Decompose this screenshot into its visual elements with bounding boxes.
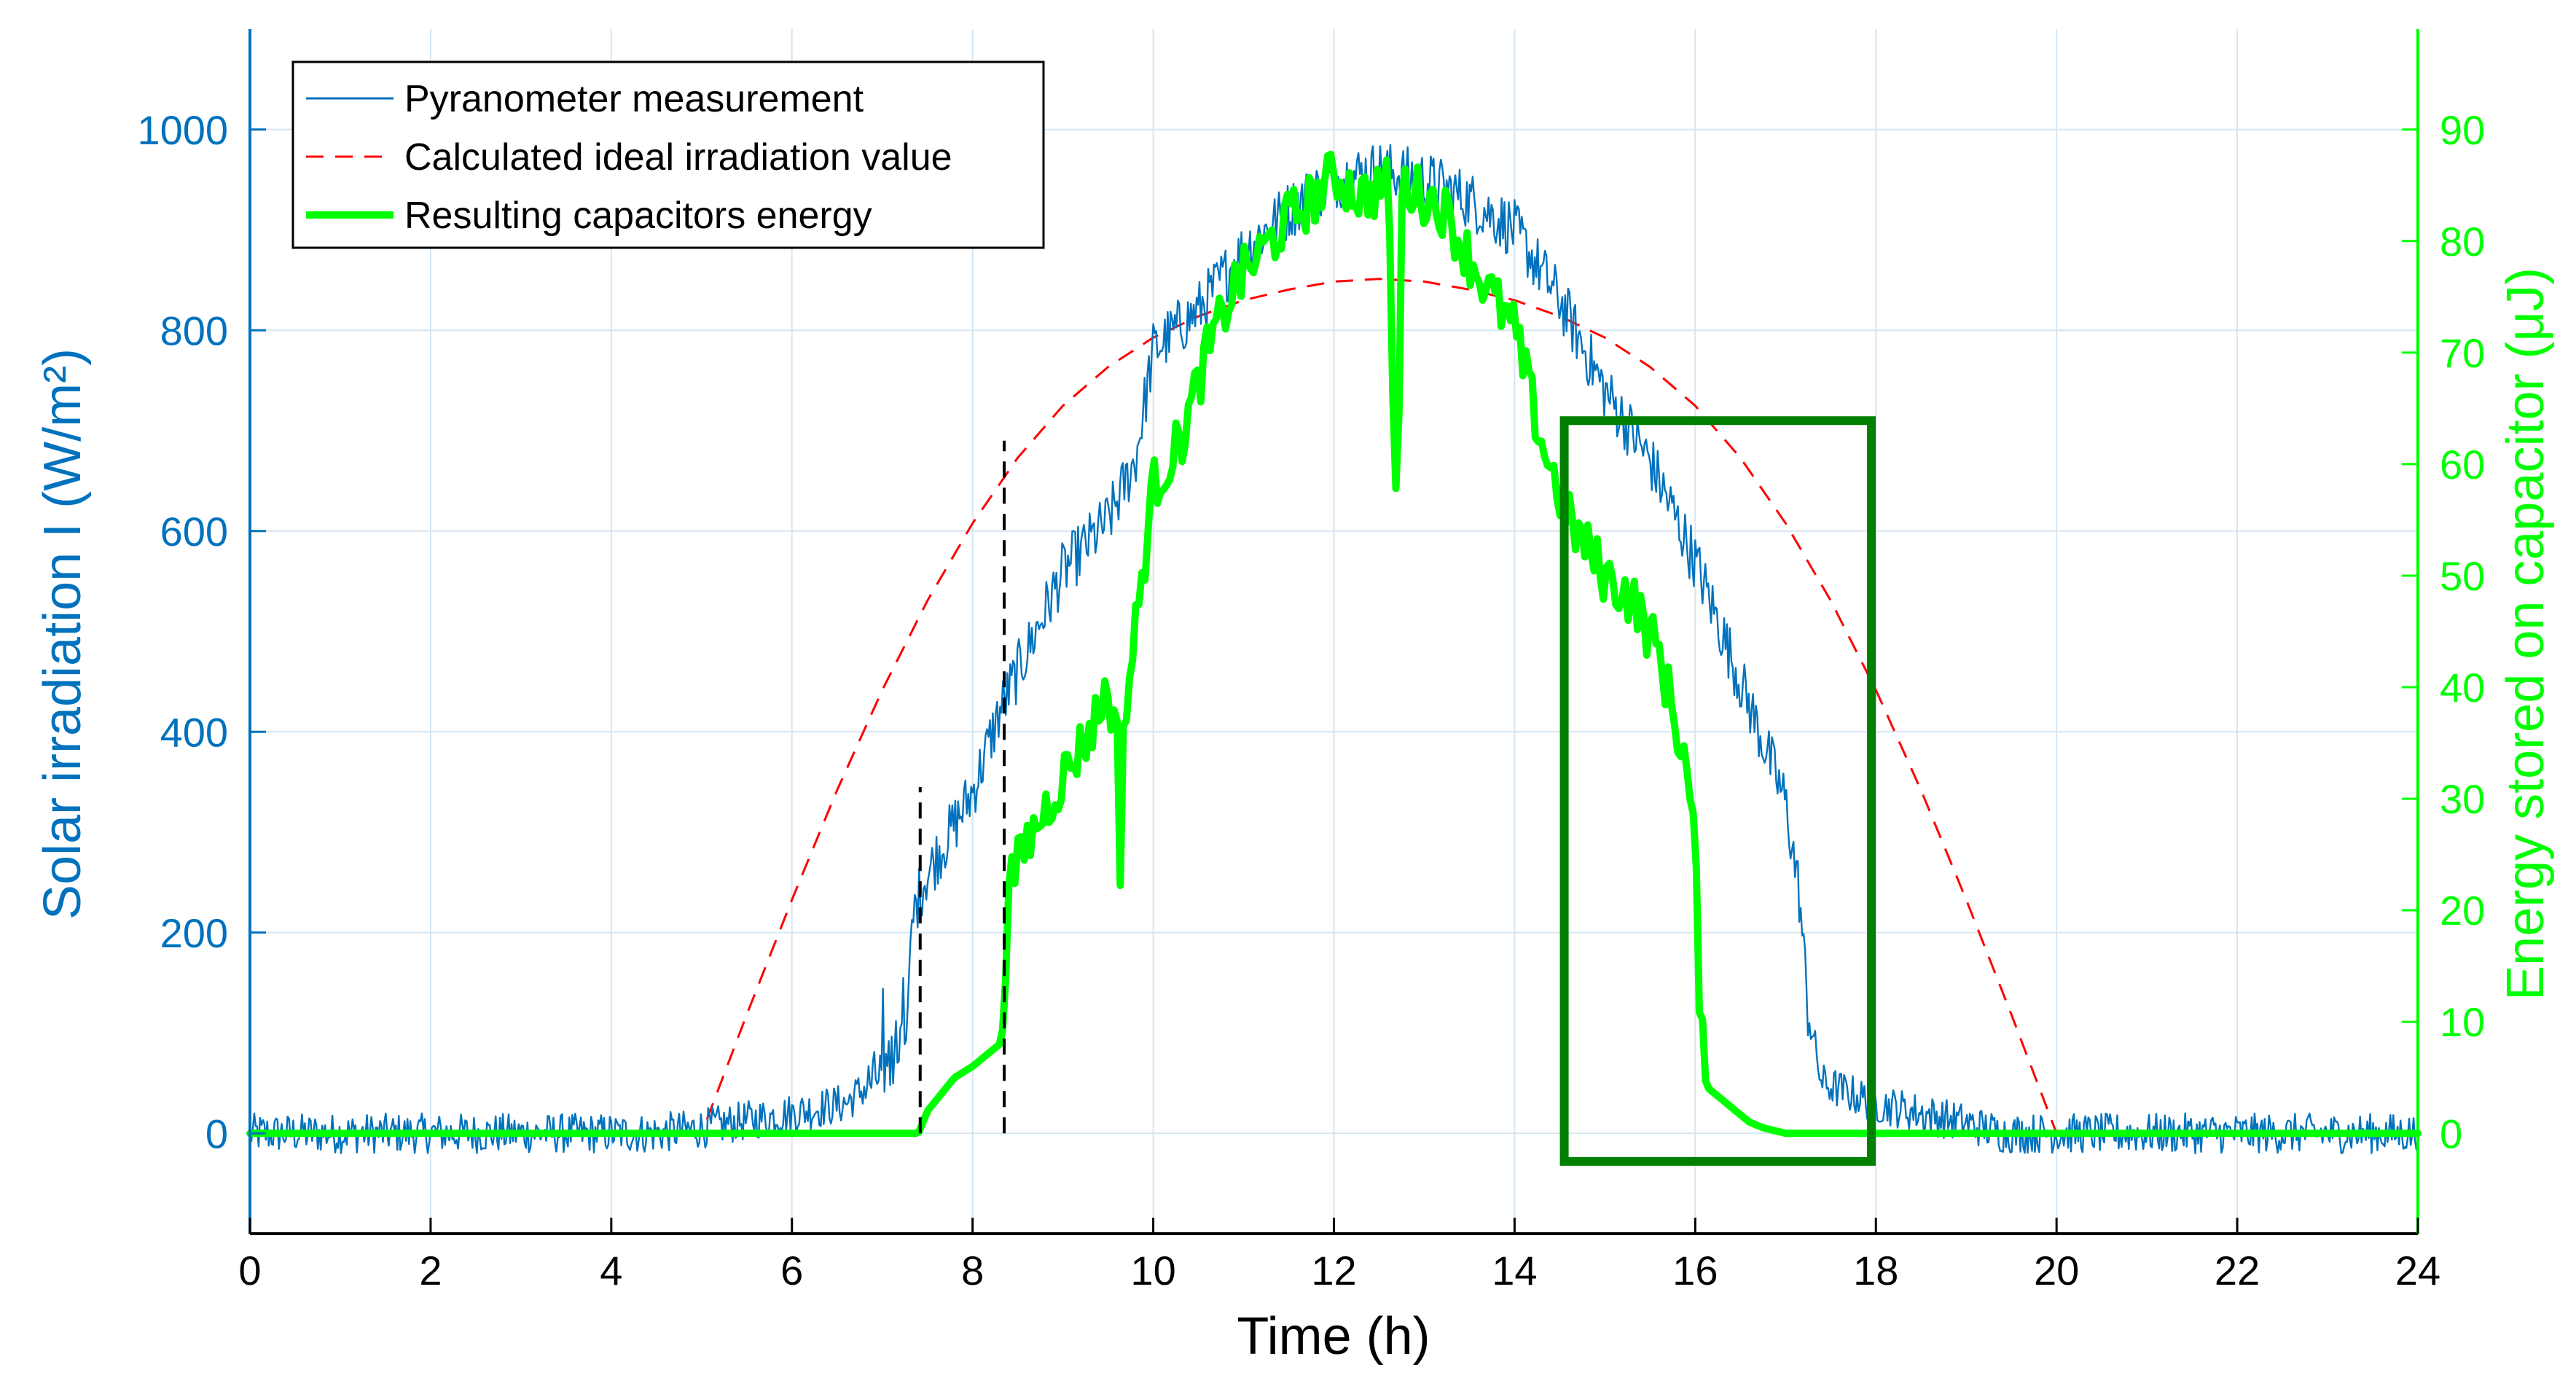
right-tick-label-50: 50 bbox=[2440, 553, 2485, 599]
left-tick-label-0: 0 bbox=[205, 1111, 228, 1156]
left-tick-label-1000: 1000 bbox=[137, 107, 228, 153]
x-tick-label-6: 6 bbox=[780, 1248, 803, 1293]
x-tick-label-18: 18 bbox=[1853, 1248, 1898, 1293]
x-axis-label: Time (h) bbox=[1237, 1307, 1430, 1366]
x-tick-label-24: 24 bbox=[2395, 1248, 2440, 1293]
x-ticks: 0 2 4 6 8 10 12 14 16 18 20 22 24 bbox=[238, 1218, 2440, 1293]
right-y-ticks: 0 10 20 30 40 50 60 70 80 90 bbox=[2402, 107, 2485, 1156]
legend-box bbox=[291, 60, 1045, 249]
x-tick-label-16: 16 bbox=[1672, 1248, 1718, 1293]
capacitor-energy-line bbox=[246, 150, 2422, 1138]
left-y-axis-label: Solar irradiation I (W/m²) bbox=[34, 348, 92, 920]
right-y-axis-label: Energy stored on capacitor (μJ) bbox=[2497, 267, 2555, 1001]
right-tick-label-60: 60 bbox=[2440, 442, 2485, 488]
left-tick-label-200: 200 bbox=[160, 910, 228, 956]
left-y-ticks: 0 200 400 600 800 1000 bbox=[137, 107, 266, 1156]
x-tick-label-10: 10 bbox=[1130, 1248, 1175, 1293]
left-tick-label-600: 600 bbox=[160, 509, 228, 555]
series-layer bbox=[246, 144, 2422, 1154]
legend-label-measurement: Pyranometer measurement bbox=[404, 78, 864, 120]
right-tick-label-80: 80 bbox=[2440, 219, 2485, 265]
x-tick-label-22: 22 bbox=[2215, 1248, 2260, 1293]
right-tick-label-40: 40 bbox=[2440, 665, 2485, 710]
right-tick-label-90: 90 bbox=[2440, 107, 2485, 153]
right-tick-label-70: 70 bbox=[2440, 330, 2485, 376]
legend: Pyranometer measurement Calculated ideal… bbox=[291, 60, 1045, 249]
left-tick-label-400: 400 bbox=[160, 709, 228, 755]
right-tick-label-30: 30 bbox=[2440, 776, 2485, 822]
x-tick-label-8: 8 bbox=[961, 1248, 984, 1293]
x-tick-label-14: 14 bbox=[1492, 1248, 1537, 1293]
ideal-irradiation-line bbox=[250, 278, 2418, 1135]
highlight-box bbox=[1559, 416, 1876, 1166]
right-tick-label-20: 20 bbox=[2440, 888, 2485, 933]
right-tick-label-10: 10 bbox=[2440, 999, 2485, 1045]
x-tick-label-0: 0 bbox=[238, 1248, 261, 1293]
legend-label-ideal: Calculated ideal irradiation value bbox=[404, 136, 952, 179]
right-tick-label-0: 0 bbox=[2440, 1111, 2462, 1156]
x-tick-label-20: 20 bbox=[2034, 1248, 2079, 1293]
left-tick-label-800: 800 bbox=[160, 308, 228, 353]
x-tick-label-12: 12 bbox=[1311, 1248, 1356, 1293]
x-tick-label-4: 4 bbox=[600, 1248, 622, 1293]
annotation-layer bbox=[918, 416, 1876, 1166]
legend-label-energy: Resulting capacitors energy bbox=[404, 195, 872, 237]
x-tick-label-2: 2 bbox=[419, 1248, 442, 1293]
